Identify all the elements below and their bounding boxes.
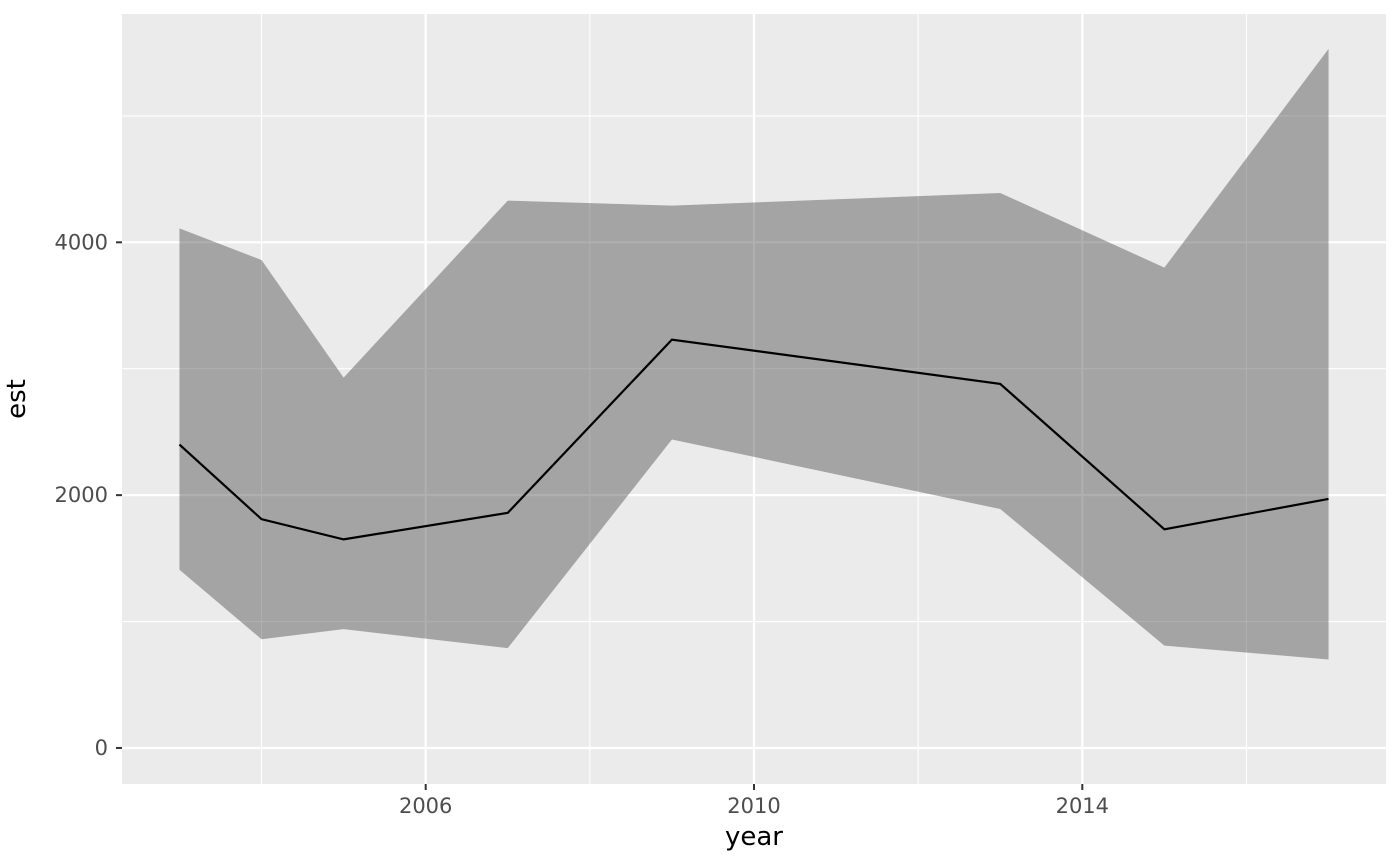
x-tick-label: 2010 xyxy=(727,794,780,818)
x-tick-label: 2006 xyxy=(399,794,452,818)
confidence-ribbon xyxy=(179,48,1329,660)
y-tick-label: 0 xyxy=(95,736,108,760)
y-tick-label: 4000 xyxy=(55,230,108,254)
y-tick-label: 2000 xyxy=(55,483,108,507)
chart-layers: 2006 2010 2014 0 2000 4000 xyxy=(55,14,1386,818)
x-axis-title: year xyxy=(725,822,783,852)
x-tick-label: 2014 xyxy=(1056,794,1109,818)
y-axis-title: est xyxy=(2,379,32,419)
est-line xyxy=(178,338,1329,541)
